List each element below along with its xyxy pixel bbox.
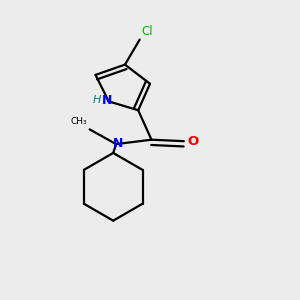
Text: Cl: Cl xyxy=(141,25,153,38)
Text: O: O xyxy=(188,135,199,148)
Text: N: N xyxy=(102,94,112,107)
Text: CH₃: CH₃ xyxy=(70,117,87,126)
Text: N: N xyxy=(112,137,123,150)
Text: H: H xyxy=(93,95,101,105)
